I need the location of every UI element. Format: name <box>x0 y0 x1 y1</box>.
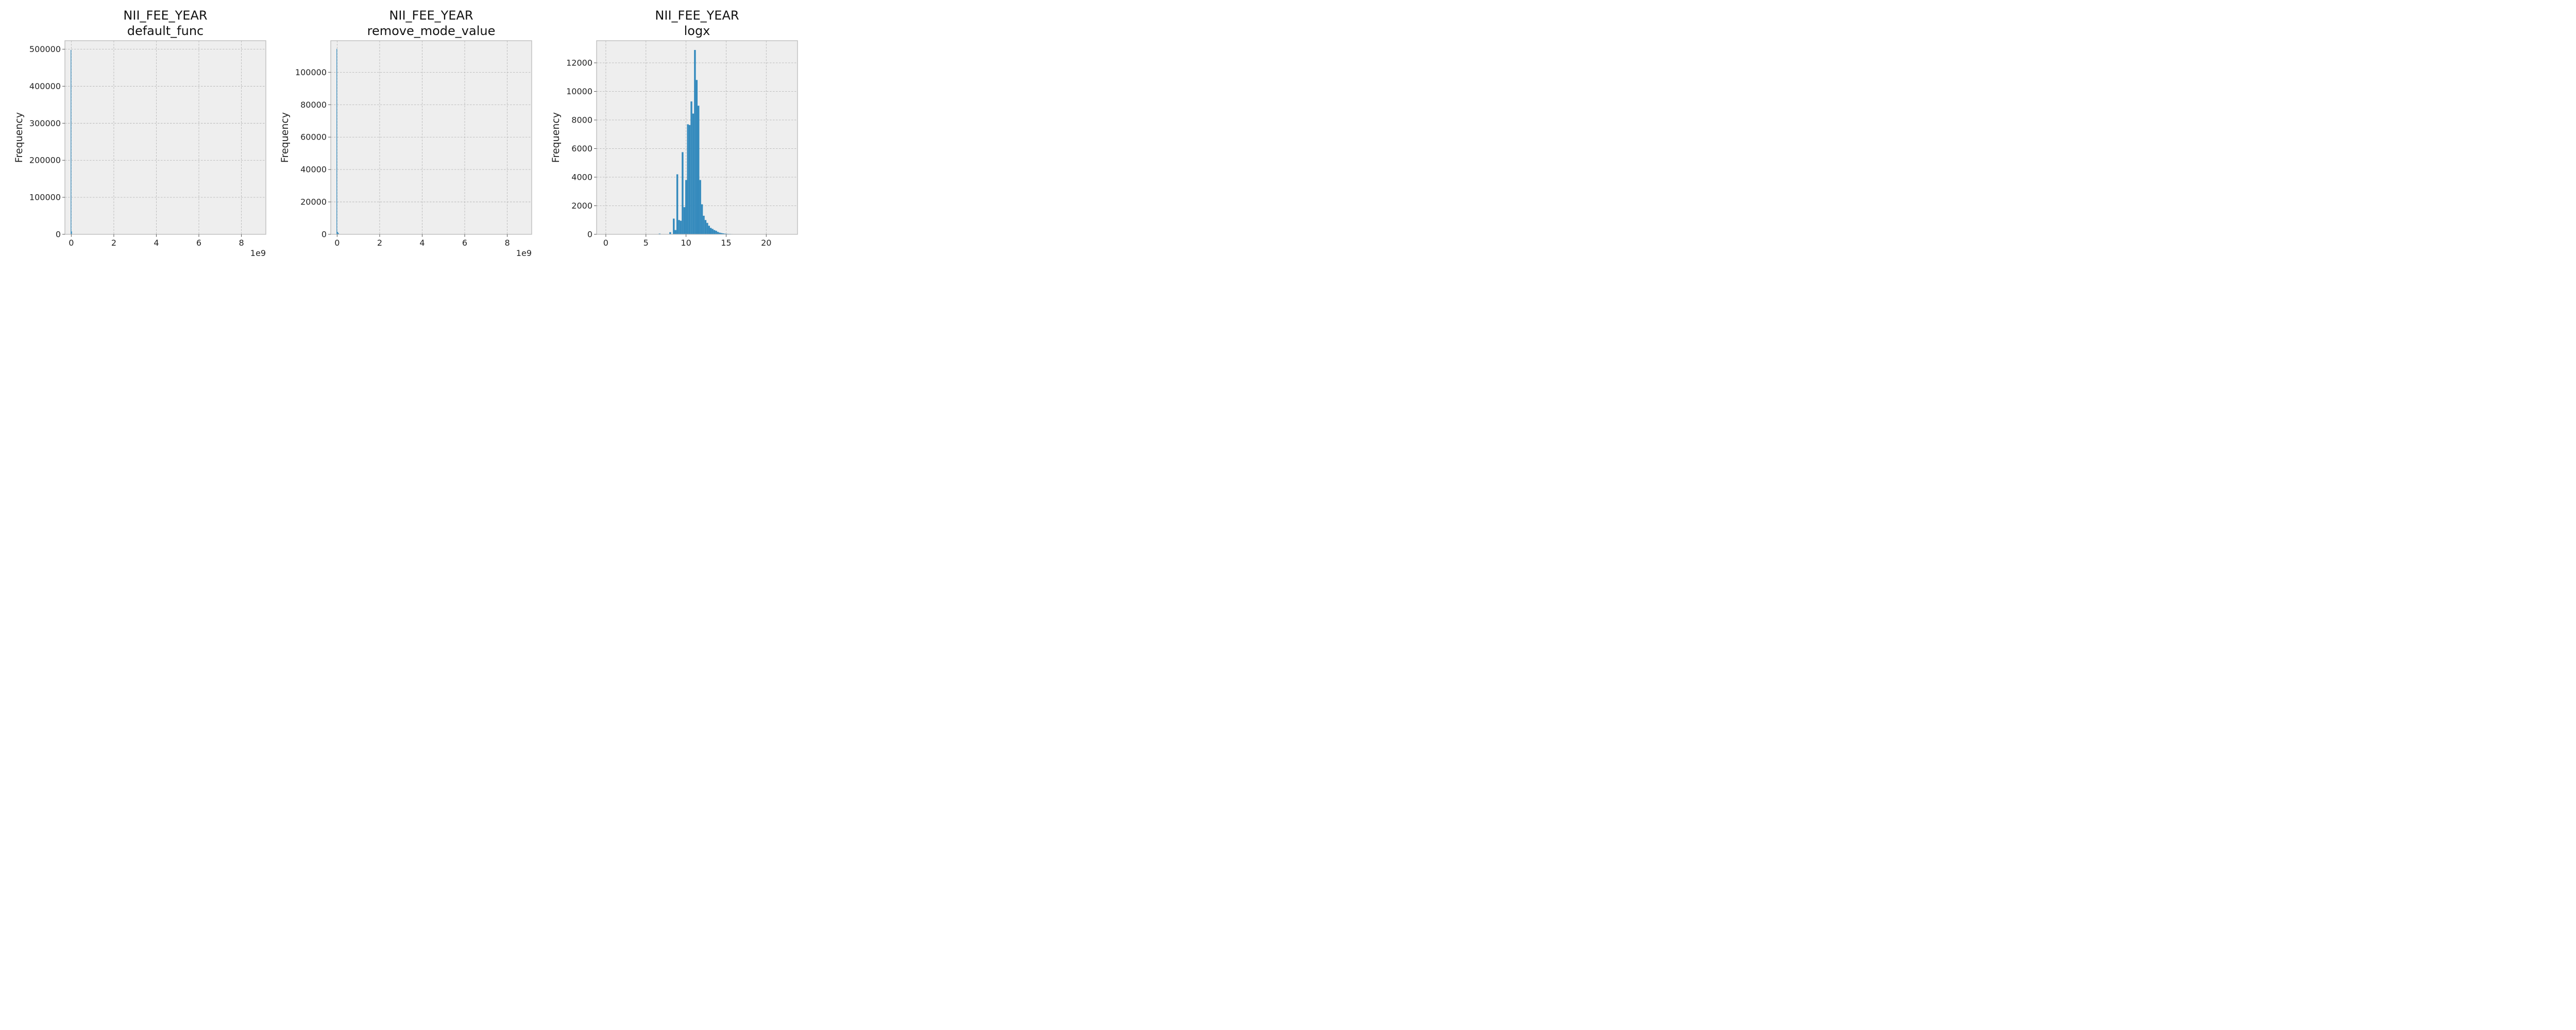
y-axis-label: Frequency <box>279 112 291 163</box>
histogram-bar <box>708 226 710 234</box>
x-tick-label: 10 <box>681 238 691 248</box>
y-axis-label: Frequency <box>13 112 25 163</box>
x-tick-label: 0 <box>69 238 74 248</box>
histogram-bar <box>336 48 337 235</box>
histogram-bar <box>704 220 707 234</box>
histogram-bar <box>722 233 724 234</box>
histogram-bar <box>701 204 703 234</box>
histogram-bar <box>687 124 689 234</box>
histogram-bar <box>706 222 708 234</box>
x-tick-label: 0 <box>603 238 608 248</box>
y-tick-label: 100000 <box>295 67 327 77</box>
chart-title-line-2: default_func <box>127 24 204 38</box>
histogram-bar <box>713 230 716 234</box>
y-tick-label: 500000 <box>29 44 61 54</box>
chart-title-line-1: NII_FEE_YEAR <box>655 8 739 23</box>
x-tick-label: 4 <box>419 238 425 248</box>
x-tick-label: 2 <box>377 238 382 248</box>
x-tick-label: 0 <box>334 238 340 248</box>
x-tick-label: 8 <box>504 238 510 248</box>
x-tick-label: 4 <box>154 238 159 248</box>
histogram-bar <box>685 180 687 234</box>
y-tick-label: 400000 <box>29 81 61 91</box>
histogram-bar <box>694 50 696 235</box>
figure: 0 2 4 6 801000002000003000004000005000001e9F… <box>13 8 798 258</box>
x-tick-label: 2 <box>111 238 116 248</box>
y-tick-label: 0 <box>587 230 592 239</box>
y-axis-label: Frequency <box>550 112 562 163</box>
histogram-bar <box>71 231 72 234</box>
y-tick-label: 0 <box>321 230 327 239</box>
plot-area <box>330 40 532 235</box>
histogram-bar <box>698 106 700 234</box>
subplot-1: 0 2 4 6 8 0 100000 200000 300000 400000 500000 1e9 F… <box>13 8 266 258</box>
chart-title-line-2: remove_mode_value <box>367 24 496 38</box>
x-tick-label: 6 <box>462 238 467 248</box>
x-tick-label: 6 <box>196 238 201 248</box>
x-tick-label: 20 <box>761 238 771 248</box>
chart-title-line-1: NII_FEE_YEAR <box>123 8 207 23</box>
histogram-bar <box>337 232 338 234</box>
y-tick-label: 20000 <box>300 197 327 207</box>
chart-title-line-1: NII_FEE_YEAR <box>389 8 473 23</box>
y-tick-label: 40000 <box>300 165 327 175</box>
y-tick-label: 0 <box>56 230 61 239</box>
x-offset-label: 1e9 <box>516 248 532 258</box>
y-tick-label: 2000 <box>571 201 592 211</box>
x-offset-label: 1e9 <box>250 248 266 258</box>
histogram-bar <box>338 233 339 234</box>
y-tick-label: 4000 <box>571 173 592 182</box>
histogram-bar <box>720 233 722 234</box>
histogram-bar <box>699 180 701 234</box>
y-tick-label: 60000 <box>300 132 327 142</box>
histogram-bar <box>680 220 682 234</box>
x-tick-label: 8 <box>239 238 244 248</box>
histogram-bar <box>719 232 721 234</box>
histogram-bar <box>688 125 691 234</box>
histogram-bar <box>678 220 680 234</box>
histogram-bar <box>703 215 705 234</box>
histogram-bar <box>711 229 714 234</box>
y-tick-label: 80000 <box>300 100 327 110</box>
histogram-bar <box>676 174 679 234</box>
plot-frame <box>64 40 266 235</box>
chart-title-line-2: logx <box>684 24 710 38</box>
histogram-bar <box>715 231 717 234</box>
plot-frame <box>596 40 798 235</box>
histogram-bar <box>690 101 692 234</box>
histogram-bar <box>674 230 676 234</box>
y-tick-label: 12000 <box>566 58 592 68</box>
histogram-bar <box>669 232 671 234</box>
histogram-bar <box>683 207 686 234</box>
subplot-3: 0 5 10 15 20 0 2000 4000 6000 8000 10000 12000 Frequ… <box>550 8 798 248</box>
y-tick-label: 300000 <box>29 118 61 128</box>
histogram-bar <box>692 113 694 234</box>
y-tick-label: 8000 <box>571 115 592 125</box>
y-tick-label: 200000 <box>29 156 61 165</box>
plot-area <box>64 40 266 235</box>
histogram-bar <box>682 152 684 234</box>
histogram-bar <box>673 218 675 234</box>
x-tick-label: 5 <box>643 238 649 248</box>
histogram-bar <box>709 228 712 234</box>
y-tick-label: 10000 <box>566 87 592 96</box>
histogram-bar <box>717 232 719 234</box>
y-tick-label: 100000 <box>29 193 61 202</box>
histogram-bar <box>696 80 698 234</box>
x-tick-label: 15 <box>721 238 731 248</box>
y-tick-label: 6000 <box>571 144 592 153</box>
plot-frame <box>330 40 532 235</box>
subplot-2: 0 2 4 6 8 0 20000 40000 60000 80000 100000 1e9 Frequ… <box>279 8 532 258</box>
